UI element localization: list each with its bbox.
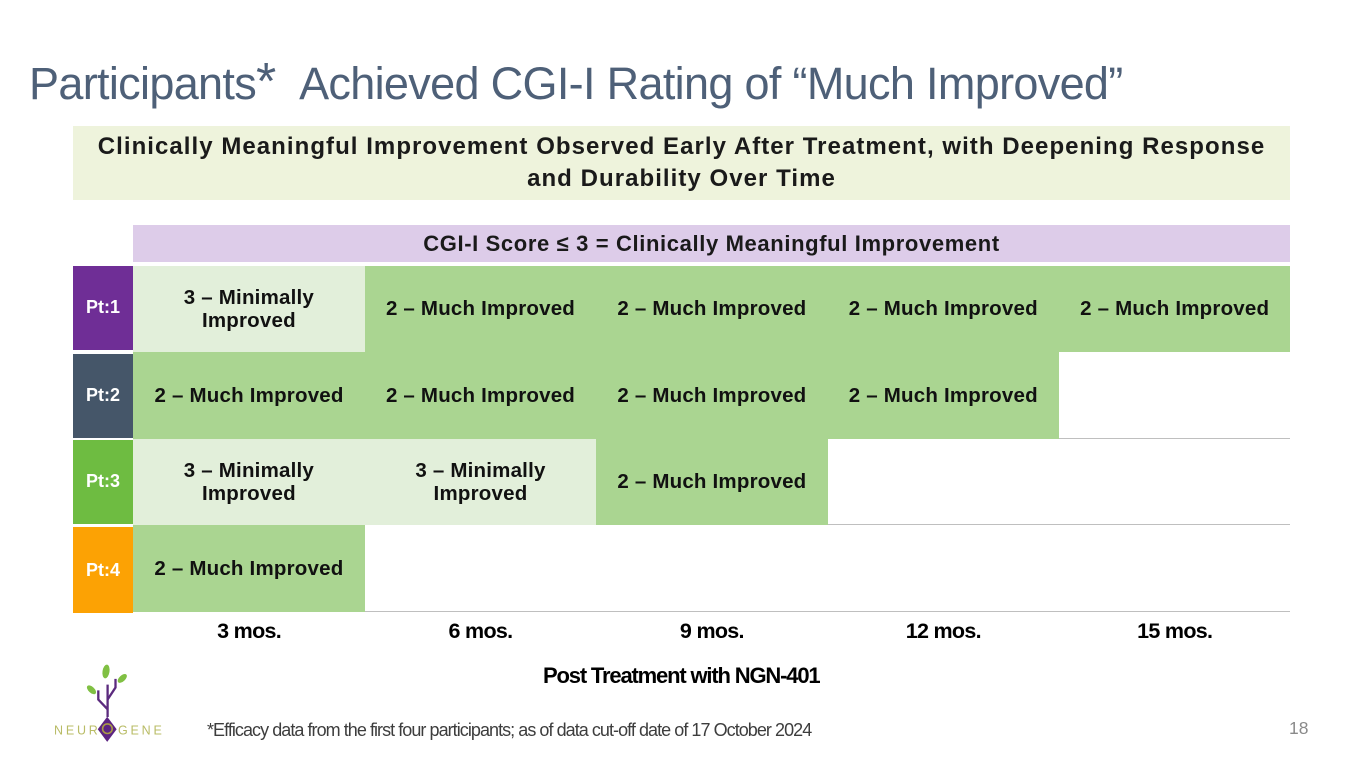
svg-text:GENE: GENE xyxy=(118,724,165,738)
svg-text:NEUR: NEUR xyxy=(54,724,101,738)
